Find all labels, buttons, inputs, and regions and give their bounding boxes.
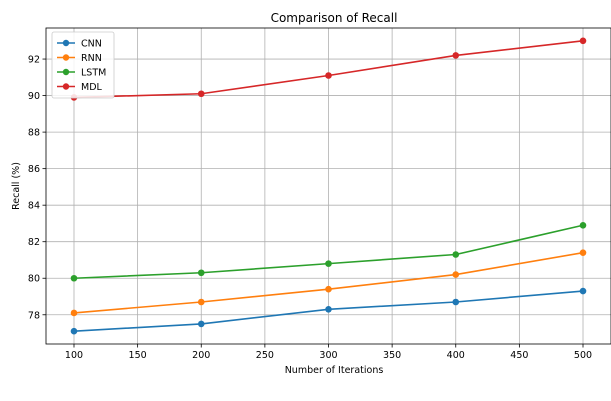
data-point-lstm xyxy=(197,269,205,277)
x-axis-label: Number of Iterations xyxy=(285,365,384,376)
legend-marker xyxy=(62,39,70,47)
data-point-cnn xyxy=(579,287,587,295)
y-tick-label: 90 xyxy=(28,91,40,102)
data-point-mdl xyxy=(325,72,332,79)
x-tick-label: 400 xyxy=(447,350,465,361)
y-tick-label: 84 xyxy=(28,201,40,212)
legend-item-lstm: LSTM xyxy=(57,68,106,79)
data-point-lstm xyxy=(70,274,78,282)
x-tick-label: 450 xyxy=(510,350,528,361)
y-tick-label: 80 xyxy=(28,274,40,285)
data-point-cnn xyxy=(452,298,460,306)
legend-box xyxy=(51,31,115,99)
y-axis-label: Recall (%) xyxy=(11,162,22,210)
series-layer xyxy=(70,37,587,335)
x-tick-label: 200 xyxy=(192,350,210,361)
legend-label: MDL xyxy=(81,82,103,93)
series-lstm xyxy=(70,221,587,282)
x-tick-label: 150 xyxy=(129,350,147,361)
data-point-rnn xyxy=(197,298,205,306)
legend: CNN RNN LSTM MDL xyxy=(51,31,115,99)
data-point-lstm xyxy=(579,221,587,229)
data-point-cnn xyxy=(325,305,332,313)
legend-label: CNN xyxy=(81,39,102,50)
data-point-rnn xyxy=(70,309,78,317)
legend-marker xyxy=(62,83,70,90)
y-tick-label: 86 xyxy=(28,164,40,175)
y-tick-label: 78 xyxy=(28,310,40,321)
x-tick-label: 500 xyxy=(574,350,592,361)
x-tick-label: 100 xyxy=(65,350,83,361)
y-tick-label: 88 xyxy=(28,128,40,139)
data-point-rnn xyxy=(579,249,587,256)
y-axis-ticks: 78 80 82 84 86 88 90 92 xyxy=(28,55,46,321)
series-cnn xyxy=(70,287,587,335)
data-point-rnn xyxy=(325,285,332,293)
x-tick-label: 300 xyxy=(319,350,337,361)
data-point-mdl xyxy=(579,37,587,45)
y-tick-label: 92 xyxy=(28,55,40,66)
grid-lines xyxy=(46,28,611,344)
data-point-mdl xyxy=(452,52,460,59)
legend-label: RNN xyxy=(81,53,102,64)
legend-item-mdl: MDL xyxy=(57,82,103,93)
data-point-lstm xyxy=(452,251,460,258)
series-rnn xyxy=(70,249,587,317)
legend-label: LSTM xyxy=(81,68,106,79)
x-tick-label: 250 xyxy=(256,350,274,361)
y-tick-label: 82 xyxy=(28,237,40,248)
x-axis-ticks: 100 150 200 250 300 350 400 450 500 xyxy=(65,344,592,361)
x-tick-label: 350 xyxy=(383,350,401,361)
legend-marker xyxy=(62,54,70,61)
chart-title: Comparison of Recall xyxy=(271,11,398,25)
legend-marker xyxy=(62,68,70,76)
data-point-cnn xyxy=(197,320,205,328)
data-point-mdl xyxy=(197,90,205,98)
legend-item-cnn: CNN xyxy=(57,39,102,50)
legend-item-rnn: RNN xyxy=(57,53,102,64)
data-point-rnn xyxy=(452,271,460,278)
data-point-cnn xyxy=(70,327,78,335)
data-point-lstm xyxy=(325,260,332,267)
